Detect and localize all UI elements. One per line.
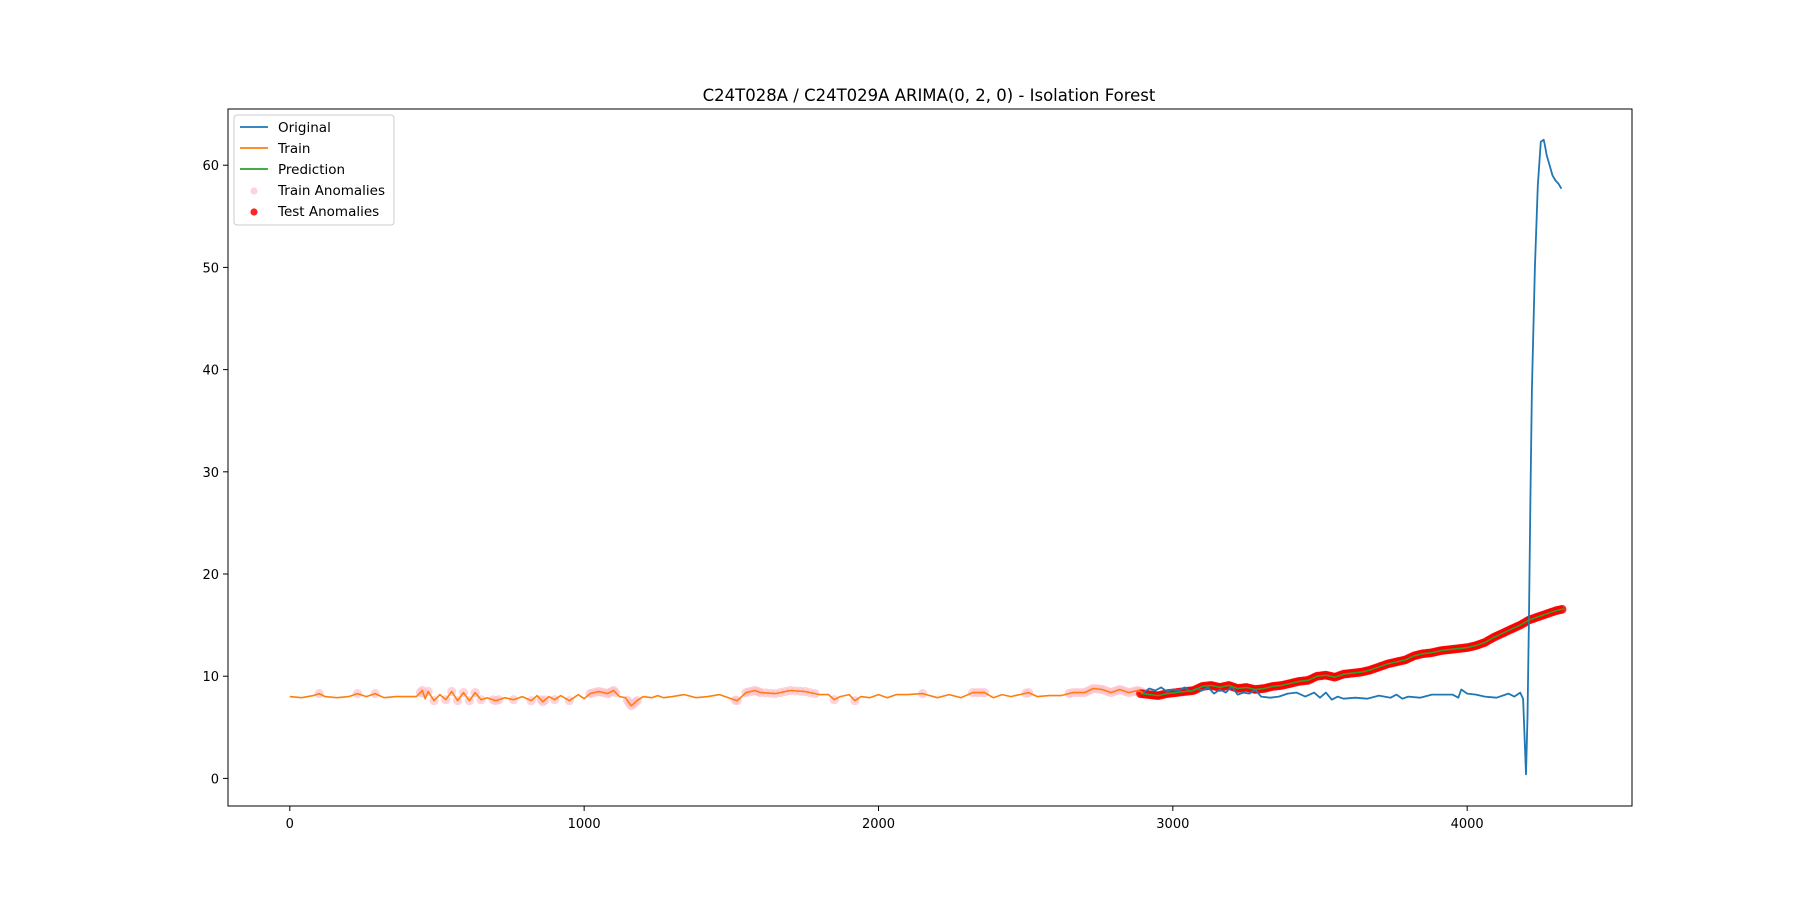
legend-train-label: Train (277, 141, 310, 157)
x-tick-label: 0 (286, 817, 294, 832)
y-tick-label: 40 (202, 364, 219, 379)
plot-area (289, 138, 1567, 776)
legend: Original Train Prediction Train Anomalies Te… (233, 114, 395, 226)
x-tick-label: 3000 (1156, 817, 1189, 832)
original-line (1142, 138, 1563, 776)
legend-test_anomalies-label: Test Anomalies (277, 204, 379, 220)
y-tick-label: 30 (202, 466, 219, 481)
legend-train_anomalies-label: Train Anomalies (277, 183, 385, 199)
prediction-line (1140, 608, 1565, 697)
y-tick-label: 20 (202, 568, 219, 583)
legend-test_anomalies-swatch (250, 208, 258, 216)
y-tick-label: 10 (202, 670, 219, 685)
chart-title: C24T028A / C24T029A ARIMA(0, 2, 0) - Iso… (703, 86, 1156, 105)
legend-train_anomalies-swatch (250, 187, 258, 195)
axes-frame (227, 108, 1633, 807)
legend-original-label: Original (278, 120, 331, 136)
legend-box (233, 114, 395, 226)
y-tick-label: 50 (202, 261, 219, 276)
axes: 0 1000 2000 3000 4000 0 10 20 30 40 50 60 (202, 108, 1633, 832)
train-line (289, 687, 1144, 707)
x-tick-label: 4000 (1451, 817, 1484, 832)
x-tick-label: 2000 (862, 817, 895, 832)
x-tick-label: 1000 (568, 817, 601, 832)
legend-prediction-label: Prediction (278, 162, 345, 178)
y-tick-label: 60 (202, 159, 219, 174)
y-tick-label: 0 (211, 772, 219, 787)
